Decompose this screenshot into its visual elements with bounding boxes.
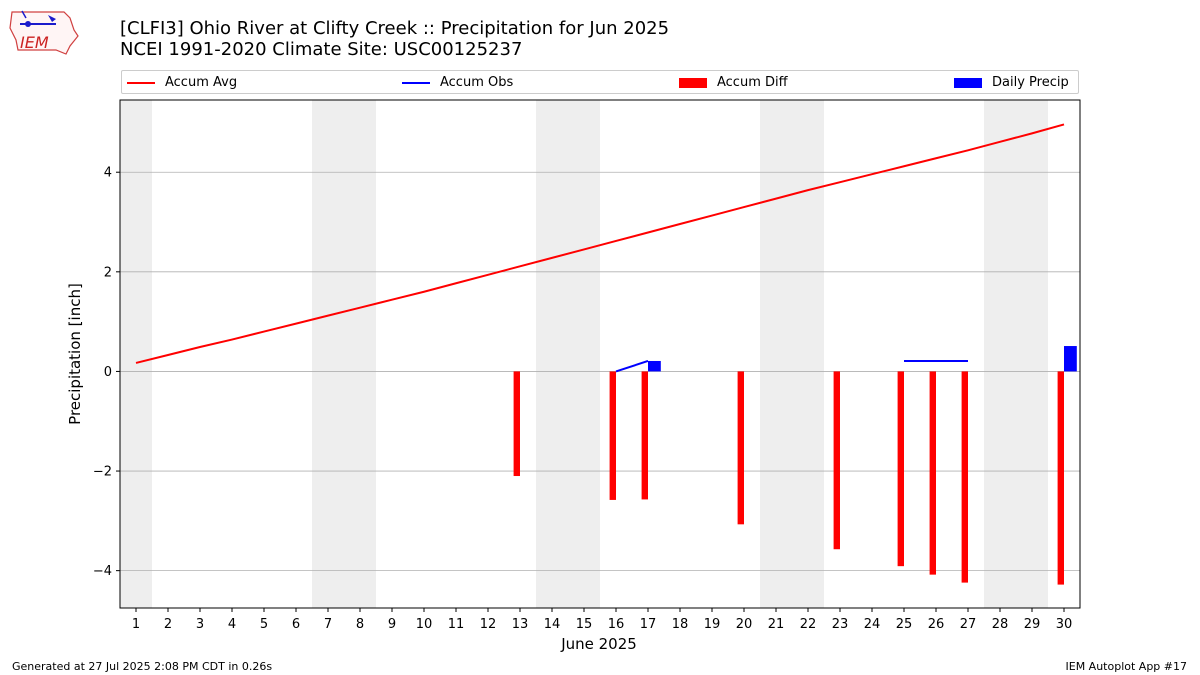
x-tick-label: 29 bbox=[1024, 617, 1041, 632]
x-tick-label: 30 bbox=[1056, 617, 1073, 632]
y-tick-label: 4 bbox=[104, 166, 112, 181]
accum-diff-bar bbox=[641, 371, 648, 500]
x-tick-label: 23 bbox=[832, 617, 849, 632]
x-tick-label: 7 bbox=[324, 617, 332, 632]
app-note: IEM Autoplot App #17 bbox=[1065, 660, 1188, 673]
x-tick-label: 5 bbox=[260, 617, 268, 632]
legend-swatch-accum-avg bbox=[127, 81, 155, 84]
y-axis: −4 −2 0 2 4 bbox=[93, 166, 120, 579]
weekend-band bbox=[312, 100, 376, 608]
x-tick-label: 4 bbox=[228, 617, 236, 632]
generated-note: Generated at 27 Jul 2025 2:08 PM CDT in … bbox=[12, 660, 273, 673]
x-tick-label: 22 bbox=[800, 617, 817, 632]
weekend-band bbox=[536, 100, 600, 608]
accum-diff-bar bbox=[897, 371, 904, 567]
legend-item-daily-precip: Daily Precip bbox=[954, 74, 1069, 92]
daily-precip-bar bbox=[1064, 346, 1077, 372]
x-tick-label: 27 bbox=[960, 617, 977, 632]
x-tick-label: 8 bbox=[356, 617, 364, 632]
title-line-1: [CLFI3] Ohio River at Clifty Creek :: Pr… bbox=[120, 18, 670, 39]
x-tick-label: 17 bbox=[640, 617, 657, 632]
accum-diff-bar bbox=[929, 371, 936, 575]
x-tick-label: 6 bbox=[292, 617, 300, 632]
y-tick-label: −4 bbox=[93, 564, 112, 579]
x-tick-label: 12 bbox=[480, 617, 497, 632]
legend-label-accum-avg: Accum Avg bbox=[165, 75, 238, 90]
grid-lines bbox=[120, 171, 1080, 572]
y-tick-label: 0 bbox=[104, 365, 112, 380]
x-tick-label: 13 bbox=[512, 617, 529, 632]
x-tick-label: 2 bbox=[164, 617, 172, 632]
x-tick-label: 19 bbox=[704, 617, 721, 632]
x-tick-label: 14 bbox=[544, 617, 561, 632]
x-tick-label: 3 bbox=[196, 617, 204, 632]
y-tick-label: 2 bbox=[104, 265, 112, 280]
legend-swatch-daily-precip bbox=[954, 77, 982, 88]
legend-item-accum-obs: Accum Obs bbox=[402, 74, 513, 92]
x-tick-label: 1 bbox=[132, 617, 140, 632]
x-tick-label: 10 bbox=[416, 617, 433, 632]
accum-diff-bar bbox=[609, 371, 616, 500]
logo-text: IEM bbox=[20, 33, 49, 52]
weekend-band bbox=[760, 100, 824, 608]
title-line-2: NCEI 1991-2020 Climate Site: USC00125237 bbox=[120, 39, 523, 60]
accum-avg-line bbox=[135, 123, 1065, 364]
daily-precip-bar bbox=[648, 360, 661, 372]
y-tick-label: −2 bbox=[93, 465, 112, 480]
lines-layer bbox=[135, 123, 1065, 373]
accum-diff-bar bbox=[513, 371, 520, 477]
legend-item-accum-avg: Accum Avg bbox=[127, 74, 237, 92]
weekend-band bbox=[120, 100, 152, 608]
accum-diff-bar bbox=[961, 371, 968, 583]
legend-label-daily-precip: Daily Precip bbox=[992, 75, 1069, 90]
x-tick-label: 18 bbox=[672, 617, 689, 632]
plot-frame bbox=[119, 99, 1081, 609]
legend-swatch-accum-diff bbox=[679, 77, 707, 88]
legend-label-accum-diff: Accum Diff bbox=[717, 75, 788, 90]
legend-swatch-accum-obs bbox=[402, 81, 430, 84]
accum-diff-bar bbox=[1057, 371, 1064, 585]
x-tick-label: 26 bbox=[928, 617, 945, 632]
chart-title: [CLFI3] Ohio River at Clifty Creek :: Pr… bbox=[120, 18, 669, 60]
x-tick-label: 21 bbox=[768, 617, 785, 632]
x-tick-label: 16 bbox=[608, 617, 625, 632]
iem-logo: IEM bbox=[8, 6, 80, 58]
x-tick-label: 24 bbox=[864, 617, 881, 632]
chart-legend: Accum Avg Accum Obs Accum Diff Daily Pre… bbox=[121, 70, 1079, 94]
legend-label-accum-obs: Accum Obs bbox=[440, 75, 514, 90]
x-axis: 1 2 3 4 5 6 7 8 9 10 11 12 13 14 15 16 17 18 19 20 21 22 23 24 2… bbox=[132, 608, 1072, 632]
x-tick-label: 15 bbox=[576, 617, 593, 632]
x-axis-label: June 2025 bbox=[560, 635, 637, 653]
weekend-band bbox=[984, 100, 1048, 608]
bars-layer bbox=[513, 346, 1077, 585]
x-tick-label: 28 bbox=[992, 617, 1009, 632]
x-tick-label: 20 bbox=[736, 617, 753, 632]
accum-diff-bar bbox=[737, 371, 744, 525]
x-tick-label: 11 bbox=[448, 617, 465, 632]
accum-obs-line bbox=[615, 360, 649, 373]
legend-item-accum-diff: Accum Diff bbox=[679, 74, 788, 92]
y-axis-label: Precipitation [inch] bbox=[66, 283, 84, 425]
weekend-bands bbox=[120, 100, 1048, 608]
x-tick-label: 9 bbox=[388, 617, 396, 632]
x-tick-label: 25 bbox=[896, 617, 913, 632]
accum-diff-bar bbox=[833, 371, 840, 550]
